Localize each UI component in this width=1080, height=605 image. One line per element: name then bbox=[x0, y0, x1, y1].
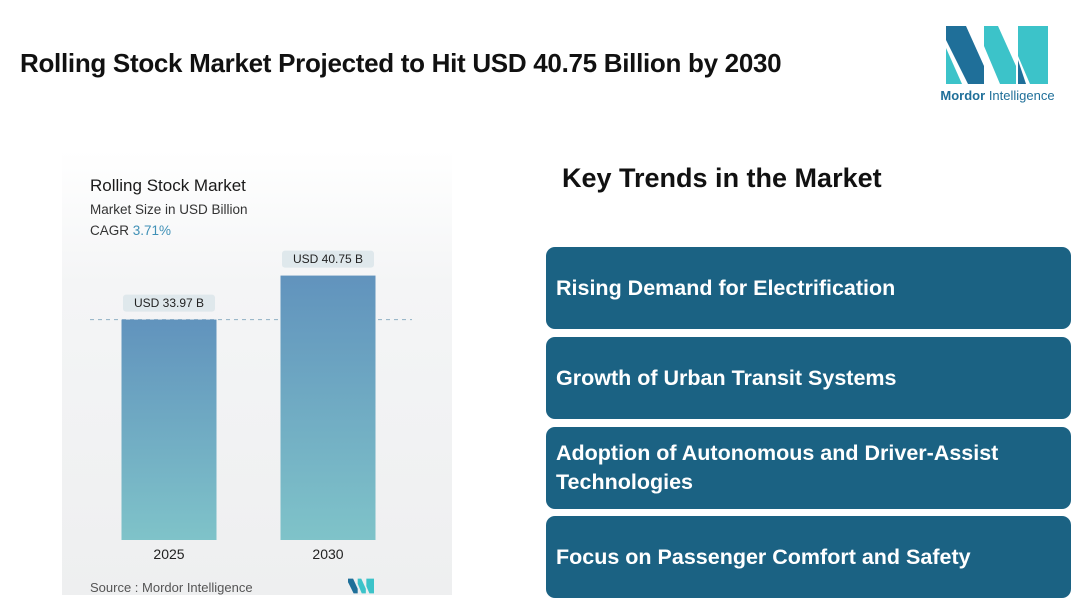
logo-word-light: Intelligence bbox=[988, 88, 1055, 103]
cagr-line: CAGR 3.71% bbox=[90, 223, 171, 238]
logo-wordmark: Mordor Intelligence bbox=[930, 88, 1065, 103]
trend-label: Focus on Passenger Comfort and Safety bbox=[556, 544, 971, 569]
key-trends-title: Key Trends in the Market bbox=[562, 163, 882, 193]
trend-box-passenger-comfort: Focus on Passenger Comfort and Safety bbox=[546, 516, 1071, 598]
data-label-bg bbox=[282, 250, 374, 268]
x-tick-label: 2030 bbox=[312, 546, 343, 562]
source-note: Source : Mordor Intelligence bbox=[90, 580, 253, 595]
trend-box-autonomous: Adoption of Autonomous and Driver-Assist… bbox=[546, 427, 1071, 509]
trend-box-electrification: Rising Demand for Electrification bbox=[546, 247, 1071, 329]
mordor-intelligence-logo: Mordor Intelligence bbox=[930, 26, 1065, 106]
chart-title: Rolling Stock Market bbox=[90, 176, 246, 195]
bar-2025 bbox=[121, 319, 217, 540]
trend-label: Rising Demand for Electrification bbox=[556, 275, 896, 300]
trend-label: Adoption of Autonomous and Driver-Assist… bbox=[556, 441, 999, 494]
chart-subtitle: Market Size in USD Billion bbox=[90, 202, 248, 217]
cagr-label: CAGR bbox=[90, 223, 130, 238]
mordor-logo-icon bbox=[946, 26, 1048, 84]
trend-label: Growth of Urban Transit Systems bbox=[556, 365, 897, 390]
trend-box-urban-transit: Growth of Urban Transit Systems bbox=[546, 337, 1071, 419]
x-tick-label: 2025 bbox=[153, 546, 184, 562]
cagr-value: 3.71% bbox=[132, 223, 172, 238]
source-logo-icon bbox=[348, 578, 374, 594]
bar-2030 bbox=[280, 275, 376, 540]
data-label: USD 40.75 B bbox=[293, 252, 363, 266]
data-label-bg bbox=[123, 294, 215, 312]
page-title: Rolling Stock Market Projected to Hit US… bbox=[20, 48, 782, 78]
data-label: USD 33.97 B bbox=[134, 296, 204, 310]
logo-word-bold: Mordor bbox=[940, 88, 986, 103]
